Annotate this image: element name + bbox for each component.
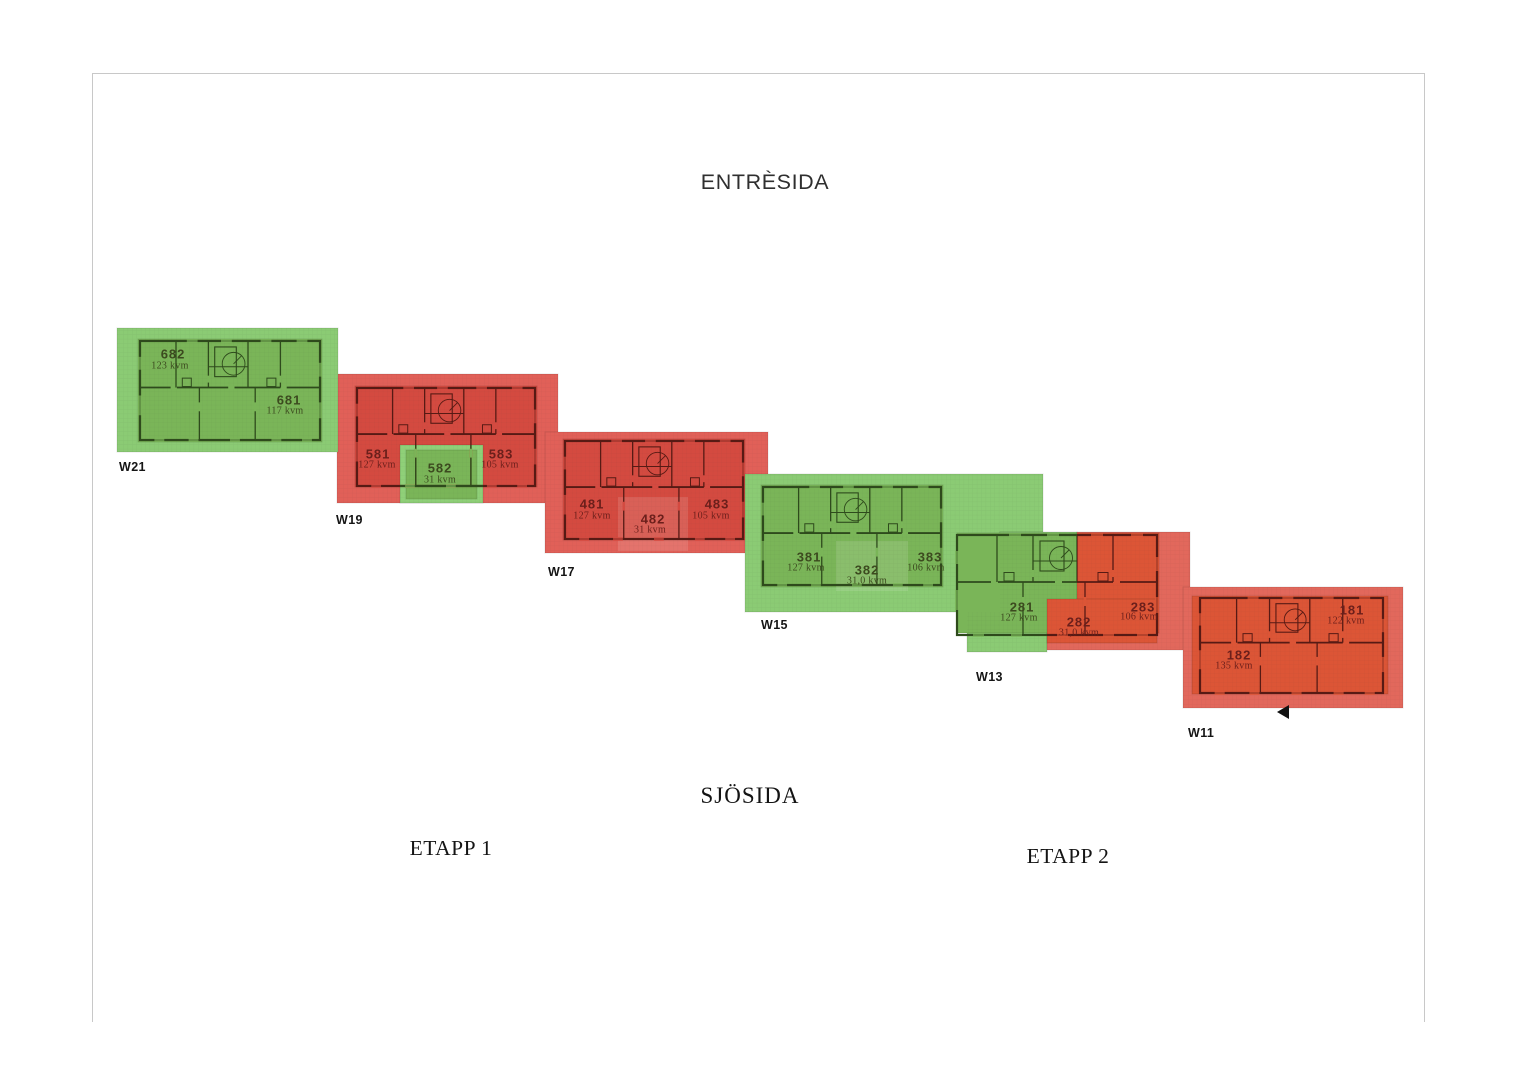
- apartment-area: 31 kvm: [423, 474, 457, 486]
- building-W19-name: W19: [336, 513, 363, 527]
- apartment-area: 127 kvm: [358, 459, 396, 471]
- apartment-number[interactable]: 582: [427, 460, 453, 476]
- apartment-number[interactable]: 382: [854, 562, 880, 578]
- apartment-area: 127 kvm: [787, 562, 825, 574]
- apartment-area: 122 kvm: [1327, 615, 1365, 627]
- apartment-area: 31,0 kvm: [1058, 627, 1100, 639]
- building-W15-floorplan: [761, 485, 943, 587]
- sjoside-label: SJÖSIDA: [700, 783, 800, 808]
- etapp2-label: ETAPP 2: [1026, 844, 1110, 868]
- page-frame: [92, 73, 1425, 1022]
- apartment-number[interactable]: 681: [276, 392, 302, 408]
- apartment-number[interactable]: 483: [704, 496, 730, 512]
- apartment-number[interactable]: 682: [160, 346, 186, 362]
- building-W11-floorplan: [1198, 596, 1385, 695]
- building-W13-floorplan: [955, 533, 1159, 637]
- building-W17-floorplan: [563, 439, 745, 541]
- apartment-number[interactable]: 282: [1066, 614, 1092, 630]
- apartment-number[interactable]: 383: [917, 549, 943, 565]
- apartment-area: 105 kvm: [481, 459, 519, 471]
- apartment-area: 117 kvm: [266, 405, 304, 417]
- apartment-area: 123 kvm: [151, 360, 189, 372]
- apartment-number[interactable]: 283: [1130, 599, 1156, 615]
- building-W19-overlay[interactable]: [336, 373, 559, 504]
- apartment-area: 127 kvm: [573, 510, 611, 522]
- apartment-area: 106 kvm: [907, 562, 945, 574]
- apartment-number[interactable]: 581: [365, 446, 391, 462]
- direction-arrow-icon: [1277, 705, 1289, 719]
- apartment-number[interactable]: 181: [1339, 602, 1365, 618]
- apartment-area: 135 kvm: [1215, 660, 1253, 672]
- apartment-area: 106 kvm: [1120, 611, 1158, 623]
- building-W21-floorplan: [138, 339, 322, 442]
- apartment-area: 127 kvm: [1000, 612, 1038, 624]
- building-W15-name: W15: [761, 618, 788, 632]
- apartment-number[interactable]: 281: [1009, 599, 1035, 615]
- etapp1-label: ETAPP 1: [409, 836, 493, 860]
- building-W17-overlay[interactable]: [544, 431, 769, 554]
- apartment-area: 31 kvm: [633, 524, 667, 536]
- building-W21-name: W21: [119, 460, 146, 474]
- entreside-label: ENTRÈSIDA: [700, 170, 830, 194]
- apartment-number[interactable]: 381: [796, 549, 822, 565]
- building-W13-overlay[interactable]: [955, 531, 1191, 653]
- building-W11-name: W11: [1188, 726, 1215, 740]
- apartment-number[interactable]: 482: [640, 511, 666, 527]
- building-W17-name: W17: [548, 565, 575, 579]
- building-W19-floorplan: [355, 386, 537, 488]
- building-W11-overlay[interactable]: [1182, 586, 1404, 709]
- apartment-area: 105 kvm: [692, 510, 730, 522]
- apartment-number[interactable]: 182: [1226, 647, 1252, 663]
- apartment-number[interactable]: 481: [579, 496, 605, 512]
- apartment-number[interactable]: 583: [488, 446, 514, 462]
- apartment-area: 31,0 kvm: [846, 575, 888, 587]
- building-W21-overlay[interactable]: [116, 327, 339, 453]
- building-W13-name: W13: [976, 670, 1003, 684]
